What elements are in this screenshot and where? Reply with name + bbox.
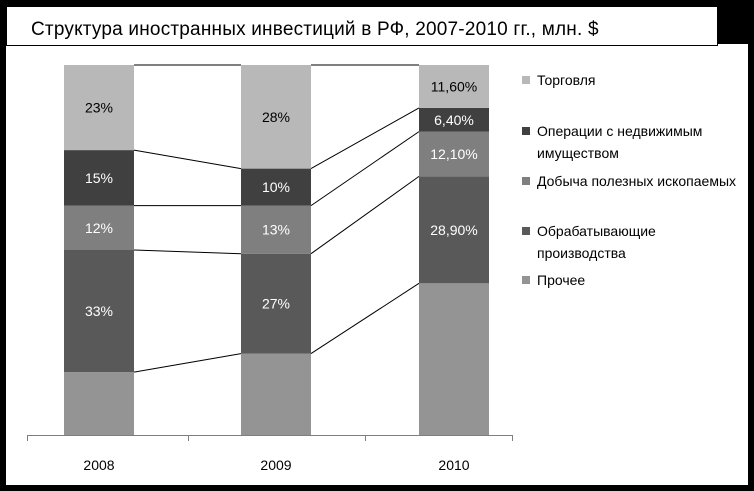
series-line: [310, 175, 420, 255]
x-tick-label: 2010: [438, 457, 469, 473]
bar-segment-2008-1: [64, 250, 134, 373]
bar-segment-2010-2: [419, 131, 489, 177]
data-label: 11,60%: [431, 78, 477, 94]
data-label: 23%: [85, 100, 113, 116]
bar-segment-2008-3: [64, 150, 134, 206]
data-label: 27%: [262, 296, 290, 312]
series-line: [310, 107, 420, 170]
bar-segment-2010-4: [419, 65, 489, 108]
legend-swatch: [522, 276, 530, 284]
bar-segment-2009-1: [241, 253, 311, 354]
series-line: [310, 282, 420, 355]
series-line: [133, 149, 242, 170]
data-label: 12%: [85, 220, 113, 236]
data-label: 12,10%: [430, 146, 477, 162]
chart-title: Структура иностранных инвестиций в РФ, 2…: [31, 19, 599, 40]
legend-label: Торговля: [537, 72, 596, 88]
legend-label: Прочее: [537, 272, 586, 288]
data-label: 13%: [262, 222, 290, 238]
bar-segment-2009-0: [241, 353, 311, 435]
series-line: [310, 131, 420, 207]
chart-title-box: Структура иностранных инвестиций в РФ, 2…: [6, 6, 718, 46]
legend-swatch: [522, 177, 530, 185]
legend-swatch: [522, 76, 530, 84]
data-label: 28,90%: [430, 222, 477, 238]
x-tick-label: 2009: [260, 457, 291, 473]
legend-label: Операции с недвижимым имуществом: [537, 123, 703, 161]
bar-segment-2008-0: [64, 372, 134, 435]
data-label: 6,40%: [434, 112, 474, 128]
legend-label: Добыча полезных ископаемых: [537, 173, 737, 189]
bar-segment-2010-3: [419, 107, 489, 132]
series-line: [133, 249, 242, 255]
bar-segment-2009-2: [241, 205, 311, 254]
data-label: 15%: [85, 170, 113, 186]
data-label: 28%: [262, 109, 290, 125]
data-label: 33%: [85, 303, 113, 319]
decorative-corner-block: [717, 6, 748, 44]
series-line: [133, 353, 242, 373]
bar-segment-2008-4: [64, 65, 134, 151]
bar-segment-2008-2: [64, 205, 134, 250]
bar-segment-2009-3: [241, 168, 311, 206]
bar-segment-2010-1: [419, 176, 489, 284]
bar-segment-2009-4: [241, 65, 311, 169]
x-tick-label: 2008: [83, 457, 114, 473]
bar-segment-2010-0: [419, 283, 489, 435]
legend-swatch: [522, 227, 530, 235]
legend-label: Обрабатывающие производства: [537, 223, 656, 261]
data-label: 10%: [262, 179, 290, 195]
legend-swatch: [522, 127, 530, 135]
